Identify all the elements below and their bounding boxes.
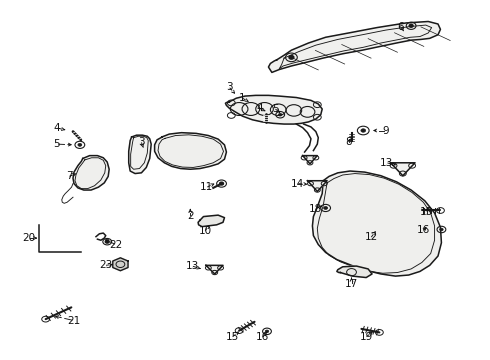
Circle shape — [324, 207, 328, 210]
Text: 6: 6 — [397, 22, 404, 32]
Circle shape — [278, 113, 282, 116]
Circle shape — [409, 24, 413, 27]
Text: 13: 13 — [186, 261, 199, 271]
Polygon shape — [155, 133, 226, 169]
Polygon shape — [337, 266, 372, 278]
Polygon shape — [225, 95, 322, 124]
Polygon shape — [206, 265, 223, 274]
Circle shape — [220, 182, 223, 185]
Text: 14: 14 — [291, 179, 304, 189]
Text: 3: 3 — [138, 138, 145, 147]
Text: 22: 22 — [109, 239, 122, 249]
Polygon shape — [308, 181, 327, 192]
Circle shape — [361, 129, 366, 132]
Circle shape — [265, 330, 269, 333]
Text: 7: 7 — [66, 171, 73, 181]
Text: 11: 11 — [200, 182, 214, 192]
Text: 17: 17 — [345, 279, 358, 289]
Text: 19: 19 — [360, 332, 373, 342]
Text: 3: 3 — [226, 82, 233, 93]
Text: 5: 5 — [272, 104, 279, 114]
Text: 8: 8 — [345, 137, 352, 147]
Text: 15: 15 — [420, 207, 433, 217]
Polygon shape — [313, 171, 441, 276]
Text: 16: 16 — [256, 332, 269, 342]
Text: 9: 9 — [382, 126, 389, 135]
Text: 4: 4 — [256, 103, 263, 113]
Text: 13: 13 — [380, 158, 393, 168]
Text: 5: 5 — [53, 139, 60, 149]
Polygon shape — [113, 258, 128, 271]
Polygon shape — [303, 156, 318, 164]
Circle shape — [105, 240, 109, 243]
Text: 23: 23 — [99, 260, 112, 270]
Polygon shape — [73, 156, 109, 190]
Text: 18: 18 — [309, 204, 322, 214]
Text: 4: 4 — [53, 123, 60, 133]
Text: 2: 2 — [187, 211, 194, 221]
Circle shape — [289, 55, 294, 59]
Text: 10: 10 — [198, 226, 212, 236]
Text: 12: 12 — [365, 232, 378, 242]
Polygon shape — [391, 163, 415, 176]
Polygon shape — [269, 22, 441, 72]
Polygon shape — [198, 215, 224, 226]
Circle shape — [78, 143, 82, 146]
Text: 15: 15 — [226, 332, 239, 342]
Text: 1: 1 — [239, 93, 246, 103]
Text: 21: 21 — [67, 316, 81, 325]
Text: 20: 20 — [23, 233, 36, 243]
Polygon shape — [129, 135, 151, 174]
Text: 16: 16 — [416, 225, 430, 235]
Circle shape — [440, 228, 443, 231]
